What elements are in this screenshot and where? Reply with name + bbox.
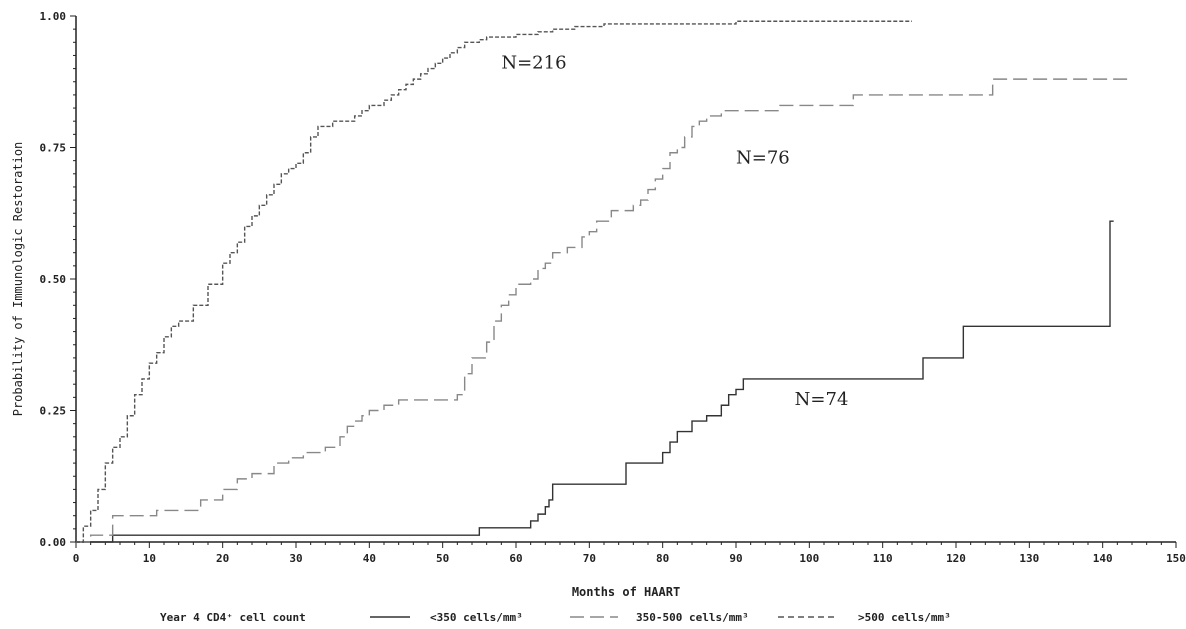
- x-tick-label: 80: [656, 552, 669, 565]
- y-tick-label: 0.25: [40, 405, 67, 418]
- x-tick-label: 150: [1166, 552, 1186, 565]
- x-tick-label: 10: [143, 552, 156, 565]
- annotation-label: N=74: [795, 389, 849, 410]
- legend: Year 4 CD4⁺ cell count <350 cells/mm³ 350-…: [160, 611, 951, 624]
- y-tick-label: 0.50: [40, 273, 67, 286]
- legend-entry-label: >500 cells/mm³: [858, 611, 951, 624]
- axes: 0 10 20 30 40 50 60 70 80 90 100 110 120 130 140 150 0.0…: [11, 10, 1186, 599]
- series-line-1: [76, 78, 1132, 543]
- y-tick-label: 0.75: [40, 142, 67, 155]
- legend-entry-label: <350 cells/mm³: [430, 611, 523, 624]
- x-tick-label: 140: [1093, 552, 1113, 565]
- x-tick-label: 130: [1019, 552, 1039, 565]
- y-tick-label: 0.00: [40, 536, 67, 549]
- x-tick-label: 20: [216, 552, 229, 565]
- x-tick-label: 40: [363, 552, 376, 565]
- series-line-2: [76, 20, 912, 543]
- x-tick-label: 30: [289, 552, 302, 565]
- x-tick-label: 60: [509, 552, 522, 565]
- x-tick-label: 0: [73, 552, 80, 565]
- annotations: N=216 N=76 N=74: [501, 53, 848, 411]
- x-tick-label: 90: [729, 552, 742, 565]
- annotation-label: N=216: [501, 53, 566, 74]
- legend-title: Year 4 CD4⁺ cell count: [160, 611, 306, 624]
- x-tick-label: 100: [799, 552, 819, 565]
- legend-entry-label: 350-500 cells/mm³: [636, 611, 749, 624]
- x-axis-label: Months of HAART: [572, 585, 680, 599]
- y-tick-label: 1.00: [40, 10, 67, 23]
- annotation-label: N=76: [736, 147, 790, 168]
- x-tick-label: 50: [436, 552, 449, 565]
- y-axis-label: Probability of Immunologic Restoration: [11, 142, 25, 417]
- x-tick-label: 120: [946, 552, 966, 565]
- curves: [76, 20, 1132, 543]
- series-line-0: [76, 220, 1114, 543]
- x-tick-label: 70: [583, 552, 596, 565]
- x-tick-label: 110: [873, 552, 893, 565]
